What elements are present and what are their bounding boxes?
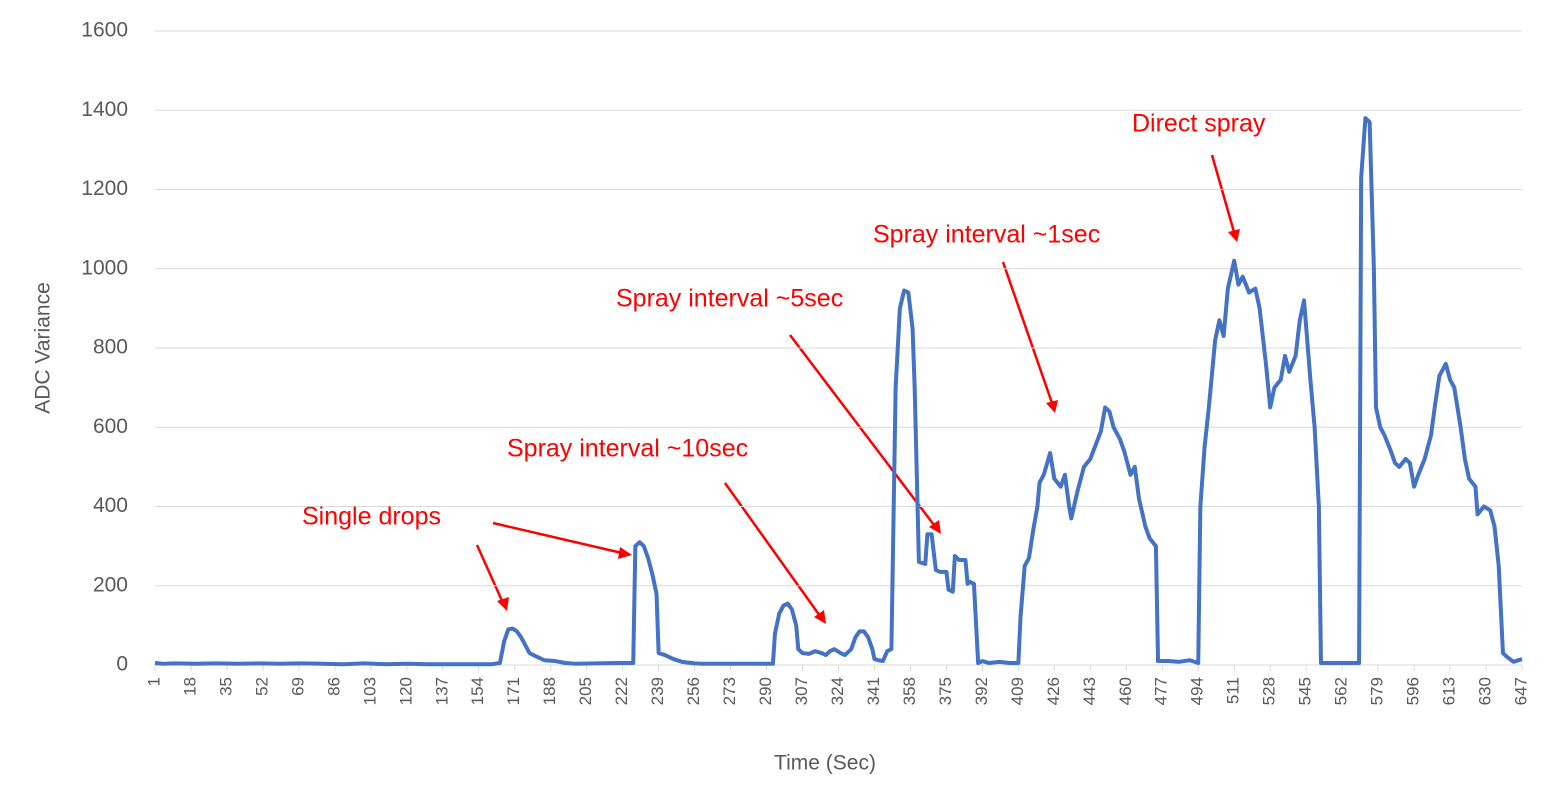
- annotation: Single drops: [302, 503, 441, 531]
- x-tick-label: 35: [216, 677, 235, 696]
- x-tick-label: 579: [1368, 677, 1387, 705]
- x-tick-label: 171: [504, 677, 523, 705]
- x-tick-label: 613: [1440, 677, 1459, 705]
- x-tick-label: 154: [468, 677, 487, 705]
- x-tick-label: 18: [180, 677, 199, 696]
- y-tick-label: 0: [116, 653, 128, 676]
- x-tick-label: 256: [684, 677, 703, 705]
- x-tick-label: 511: [1224, 677, 1243, 704]
- annotation: Spray interval ~5sec: [616, 285, 843, 313]
- x-tick-label: 290: [756, 677, 775, 705]
- x-tick-label: 222: [612, 677, 631, 705]
- annotation: Spray interval ~1sec: [873, 221, 1100, 249]
- x-tick-label: 545: [1296, 677, 1315, 705]
- y-tick-label: 1200: [81, 177, 128, 200]
- data-line: [154, 116, 1523, 667]
- x-tick-label: 443: [1080, 677, 1099, 705]
- x-tick-label: 630: [1476, 677, 1495, 705]
- x-tick-label: 426: [1044, 677, 1063, 705]
- x-tick-label: 596: [1404, 677, 1423, 705]
- y-tick-label: 200: [93, 573, 128, 596]
- y-tick-label: 1600: [81, 19, 128, 42]
- x-tick-label: 120: [396, 677, 415, 705]
- y-tick-label: 1400: [81, 98, 128, 121]
- y-tick-label: 800: [93, 336, 128, 359]
- x-tick-label: 358: [900, 677, 919, 705]
- annotation: Spray interval ~10sec: [507, 435, 748, 463]
- x-tick-label: 375: [936, 677, 955, 705]
- x-tick-label: 477: [1152, 677, 1171, 705]
- x-tick-label: 494: [1188, 677, 1207, 705]
- x-tick-label: 307: [792, 677, 811, 705]
- y-tick-label: 600: [93, 415, 128, 438]
- x-tick-label: 460: [1116, 677, 1135, 705]
- x-tick-label: 1: [144, 677, 163, 686]
- y-axis-title: ADC Variance: [32, 282, 55, 414]
- x-tick-label: 562: [1332, 677, 1351, 705]
- x-tick-label: 69: [288, 677, 307, 696]
- x-tick-label: 239: [648, 677, 667, 705]
- x-tick-label: 188: [540, 677, 559, 705]
- annotation-arrows: [475, 154, 1240, 624]
- y-tick-label: 400: [93, 494, 128, 517]
- x-tick-label: 137: [432, 677, 451, 705]
- x-tick-label: 103: [360, 677, 379, 705]
- x-tick-label: 205: [576, 677, 595, 705]
- x-tick-label: 341: [864, 677, 883, 705]
- x-tick-label: 528: [1260, 677, 1279, 705]
- x-tick-label: 273: [720, 677, 739, 705]
- annotation: Direct spray: [1132, 110, 1266, 138]
- x-tick-label: 409: [1008, 677, 1027, 705]
- x-tick-label: 392: [972, 677, 991, 705]
- x-axis-title: Time (Sec): [774, 752, 876, 775]
- x-tick-label: 86: [324, 677, 343, 696]
- x-tick-label: 324: [828, 677, 847, 705]
- x-tick-label: 647: [1511, 677, 1530, 705]
- y-tick-label: 1000: [81, 256, 128, 279]
- x-tick-label: 52: [252, 677, 271, 696]
